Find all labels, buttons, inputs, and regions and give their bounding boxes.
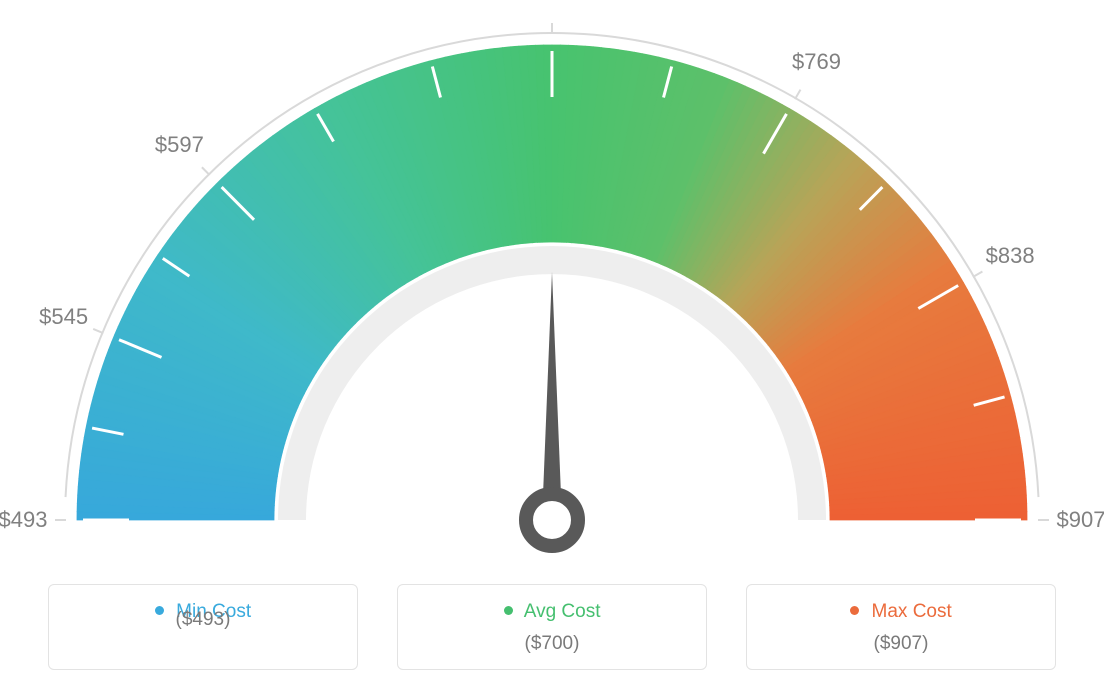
gauge-chart: $493 $545 $597 $700 $769 $838 $907 [0,0,1104,560]
legend-title-text: Max Cost [872,601,952,622]
gauge-tick-label: $493 [0,507,47,533]
cost-gauge-container: $493 $545 $597 $700 $769 $838 $907 Min Cost ($… [0,0,1104,690]
legend-title-max: Max Cost [747,601,1055,623]
legend-value-min: ($493) [49,609,357,631]
gauge-tick-label: $597 [155,132,204,158]
gauge-tick-label: $769 [792,49,841,75]
gauge-tick-label: $838 [986,243,1035,269]
dot-icon [850,606,859,615]
legend-card-min: Min Cost ($493) [48,584,358,670]
legend-card-max: Max Cost ($907) [746,584,1056,670]
legend-value-max: ($907) [747,633,1055,655]
dot-icon [504,606,513,615]
legend-title-text: Avg Cost [524,601,601,622]
legend-title-avg: Avg Cost [398,601,706,623]
gauge-tick-label: $545 [39,304,88,330]
legend-card-avg: Avg Cost ($700) [397,584,707,670]
legend-row: Min Cost ($493) Avg Cost ($700) Max Cost… [0,584,1104,670]
gauge-tick-label: $907 [1057,507,1104,533]
dot-icon [155,606,164,615]
legend-value-avg: ($700) [398,633,706,655]
gauge-tick-label: $700 [528,0,577,4]
